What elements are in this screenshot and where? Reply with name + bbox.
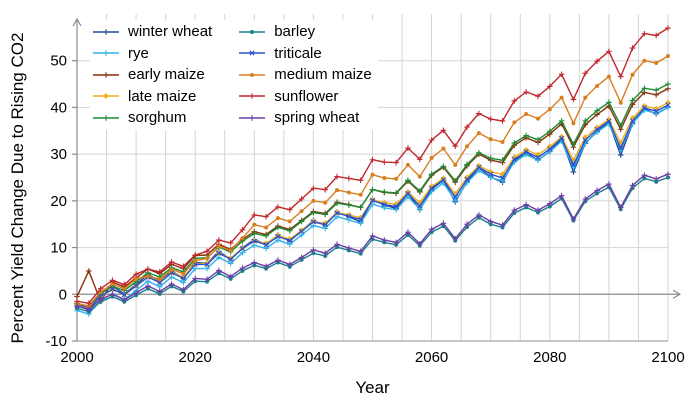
- legend-marker-icon: [93, 93, 119, 100]
- legend-marker-icon: [93, 114, 119, 121]
- x-axis-title: Year: [355, 378, 390, 397]
- legend-label: barley: [274, 23, 316, 41]
- legend-label: winter wheat: [128, 23, 213, 41]
- legend-label: spring wheat: [274, 109, 360, 127]
- legend-label: sunflower: [274, 87, 339, 105]
- legend-item-early-maize: early maize: [92, 64, 212, 86]
- axes: [72, 17, 682, 342]
- legend-marker-icon: [93, 28, 119, 35]
- x-tick-label: 2100: [651, 349, 684, 366]
- legend-marker-icon: [239, 50, 266, 56]
- legend-marker-icon: [239, 93, 266, 100]
- legend-item-winter-wheat: winter wheat: [92, 21, 212, 43]
- legend-label: medium maize: [274, 66, 372, 84]
- legend-label: triticale: [274, 44, 322, 62]
- legend-label: early maize: [128, 66, 205, 84]
- legend-marker-icon: [239, 72, 266, 77]
- y-tick-label: 0: [59, 286, 67, 303]
- tick-labels: -10 0 10 20 30 40 50 2000 2020 2040 2060 2080 2100: [45, 53, 684, 366]
- legend-label: sorghum: [128, 109, 187, 127]
- series-sunflower: [74, 25, 671, 306]
- series-medium-maize: [75, 54, 670, 308]
- x-tick-label: 2000: [60, 349, 93, 366]
- legend-item-spring-wheat: spring wheat: [238, 107, 372, 129]
- legend-label: rye: [128, 44, 149, 62]
- legend: winter wheat rye early maize late maize sorg…: [90, 20, 378, 130]
- legend-item-triticale: triticale: [238, 43, 372, 65]
- legend-marker-icon: [239, 29, 266, 34]
- legend-item-medium-maize: medium maize: [238, 64, 372, 86]
- x-tick-label: 2020: [179, 349, 212, 366]
- x-tick-label: 2080: [533, 349, 566, 366]
- series-triticale: [74, 102, 671, 312]
- x-axis-arrow-icon: [672, 289, 682, 299]
- legend-item-barley: barley: [238, 21, 372, 43]
- legend-marker-icon: [93, 71, 119, 78]
- y-tick-label: -10: [45, 333, 67, 350]
- legend-item-sunflower: sunflower: [238, 86, 372, 108]
- legend-marker-icon: [93, 50, 119, 57]
- x-tick-label: 2040: [297, 349, 330, 366]
- legend-marker-icon: [239, 114, 266, 121]
- y-tick-label: 20: [50, 193, 67, 210]
- legend-item-sorghum: sorghum: [92, 107, 212, 129]
- y-axis-arrow-icon: [72, 17, 82, 27]
- y-tick-label: 30: [50, 146, 67, 163]
- y-tick-label: 40: [50, 99, 67, 116]
- y-axis-title: Percent Yield Change Due to Rising CO2: [8, 32, 27, 344]
- series-spring-wheat: [74, 171, 671, 313]
- legend-label: late maize: [128, 87, 197, 105]
- legend-item-late-maize: late maize: [92, 86, 212, 108]
- x-tick-label: 2060: [415, 349, 448, 366]
- y-tick-label: 50: [50, 53, 67, 70]
- legend-item-rye: rye: [92, 43, 212, 65]
- y-tick-label: 10: [50, 240, 67, 257]
